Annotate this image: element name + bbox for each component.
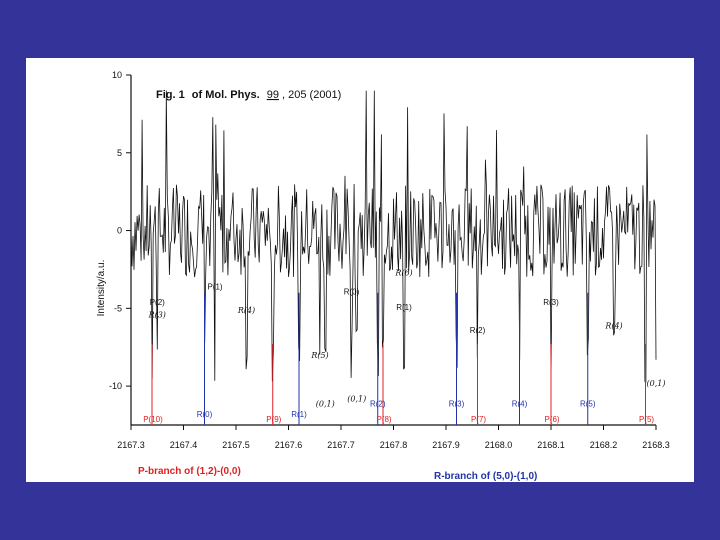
x-tick-label: 2167.3 (117, 440, 145, 450)
title-rest: of Mol. Phys. (192, 89, 260, 101)
assignment-label: R(1) (396, 303, 412, 312)
spectrum-chart: 10 5 0 -5 -10 2167.3 2167.4 2167.5 2167.6 2167.7 2… (96, 70, 670, 482)
y-tick-label: -5 (114, 303, 122, 313)
assignment-label: R(4) (237, 306, 255, 315)
figure-panel: 10 5 0 -5 -10 2167.3 2167.4 2167.5 2167.6 2167.7 2… (26, 58, 694, 482)
r-branch-label: R(2) (370, 399, 386, 408)
p-branch-label: P(10) (143, 415, 163, 424)
x-tick-label: 2167.8 (380, 440, 408, 450)
r-branch-label: R(0) (197, 410, 213, 419)
assignment-label: (0,1) (316, 399, 335, 408)
r-branch-label: R(5) (580, 399, 596, 408)
x-tick-label: 2167.6 (275, 440, 303, 450)
figure-title: Fig. 1 of Mol. Phys. 99 , 205 (2001) (156, 89, 341, 101)
assignment-label: R(6) (394, 269, 412, 278)
assignment-label: R(5) (310, 351, 328, 360)
x-tick-label: 2167.5 (222, 440, 250, 450)
y-tick-label: 10 (112, 70, 122, 80)
y-tick-label: -10 (109, 381, 122, 391)
assignment-label: R(2) (470, 326, 486, 335)
assignment-label: R(0) (344, 287, 360, 296)
legend-r-branch: R-branch of (5,0)-(1,0) (434, 471, 537, 482)
x-tick-label: 2168.2 (590, 440, 618, 450)
assignment-label: R(4) (604, 322, 622, 331)
y-tick-label: 5 (117, 148, 122, 158)
p-branch-label: P(7) (471, 415, 486, 424)
p-branch-label: P(6) (544, 415, 559, 424)
assignment-label: R(3) (543, 298, 559, 307)
p-branch-label: P(8) (376, 415, 391, 424)
r-branch-label: R(1) (291, 410, 307, 419)
x-tick-label: 2168.3 (642, 440, 670, 450)
p-branch-label: P(9) (266, 415, 281, 424)
p-branch-label: P(5) (639, 415, 654, 424)
x-tick-label: 2168.0 (485, 440, 513, 450)
assignment-label: P(2) (150, 298, 165, 307)
y-axis-label: Intensity/a.u. (96, 260, 107, 317)
y-tick-label: 0 (117, 226, 122, 236)
legend-p-branch: P-branch of (1,2)-(0,0) (138, 466, 241, 477)
title-volume: 99 (267, 89, 279, 101)
spectrum-trace (130, 90, 657, 384)
assignment-label: (0,1) (647, 379, 666, 388)
x-tick-label: 2167.9 (432, 440, 460, 450)
assignment-label: (0,1) (347, 395, 366, 404)
title-prefix: Fig. 1 (156, 89, 185, 101)
x-tick-label: 2168.1 (537, 440, 565, 450)
r-branch-label: R(4) (512, 399, 528, 408)
assignment-label: R(3) (148, 311, 166, 320)
assignment-label: P(1) (207, 283, 222, 292)
r-branch-label: R(3) (449, 399, 465, 408)
x-tick-label: 2167.7 (327, 440, 355, 450)
title-tail: , 205 (2001) (282, 89, 341, 101)
x-tick-label: 2167.4 (170, 440, 198, 450)
